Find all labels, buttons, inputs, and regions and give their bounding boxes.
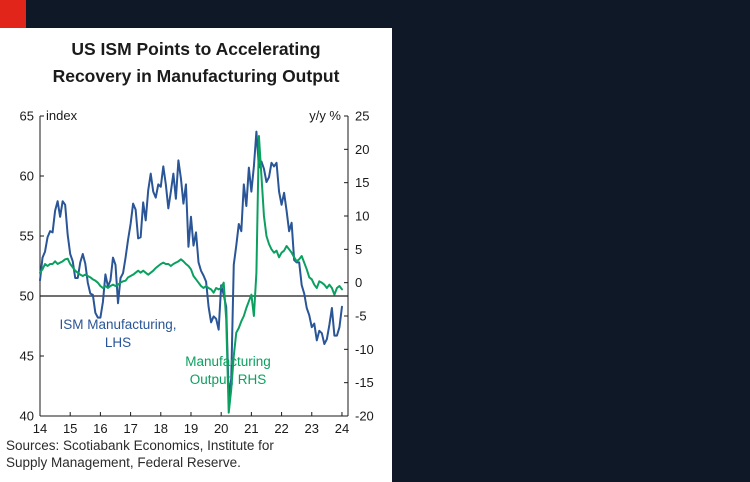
right-axis-tick-label: 15 [355, 175, 369, 190]
left-axis-tick-label: 65 [20, 109, 34, 124]
right-axis-tick-label: -5 [355, 309, 367, 324]
chart-axes: 40 45 50 55 60 65 -20 -15 -10 -5 0 5 10 15 20 25 14 15 16 1… [20, 108, 374, 436]
x-axis-tick-label: 15 [63, 421, 77, 436]
sources-note: Sources: Scotiabank Economics, Institute… [6, 437, 388, 472]
sources-line2: Supply Management, Federal Reserve. [6, 455, 241, 471]
right-axis-tick-label: 0 [355, 275, 362, 290]
x-axis-tick-label: 18 [154, 421, 168, 436]
x-axis-tick-label: 21 [244, 421, 258, 436]
chart-panel: US ISM Points to Accelerating Recovery i… [0, 28, 392, 482]
right-axis-tick-label: 20 [355, 142, 369, 157]
right-axis-tick-label: -10 [355, 342, 374, 357]
right-axis-unit-label: y/y % [309, 108, 341, 123]
x-axis-tick-label: 17 [123, 421, 137, 436]
right-axis-tick-label: -15 [355, 375, 374, 390]
brand-red-accent [0, 0, 26, 28]
left-axis-tick-label: 40 [20, 409, 34, 424]
top-bar [0, 0, 750, 28]
right-axis-tick-label: 25 [355, 109, 369, 124]
x-axis-tick-label: 19 [184, 421, 198, 436]
x-axis-tick-label: 24 [335, 421, 349, 436]
left-axis-tick-label: 55 [20, 229, 34, 244]
sources-line1: Sources: Scotiabank Economics, Institute… [6, 438, 274, 453]
chart-title-line1: US ISM Points to Accelerating [71, 39, 321, 59]
dual-axis-line-chart: 40 45 50 55 60 65 -20 -15 -10 -5 0 5 10 15 20 25 14 15 16 1… [20, 108, 374, 436]
right-dark-panel [392, 28, 750, 482]
series-line-ism-manufacturing [39, 130, 343, 399]
right-axis-tick-label: 5 [355, 242, 362, 257]
left-axis-tick-label: 45 [20, 349, 34, 364]
series-line-manufacturing-output [39, 135, 343, 414]
x-axis-tick-label: 23 [305, 421, 319, 436]
chart-title-line2: Recovery in Manufacturing Output [52, 66, 340, 87]
x-axis-tick-label: 22 [274, 421, 288, 436]
x-axis-tick-label: 20 [214, 421, 228, 436]
left-axis-unit-label: index [46, 108, 78, 123]
left-axis-tick-label: 60 [20, 169, 34, 184]
x-axis-tick-label: 16 [93, 421, 107, 436]
left-axis-tick-label: 50 [20, 289, 34, 304]
right-axis-tick-label: 10 [355, 209, 369, 224]
chart-title: US ISM Points to Accelerating Recovery i… [0, 36, 392, 90]
x-axis-tick-label: 14 [33, 421, 47, 436]
right-axis-tick-label: -20 [355, 409, 374, 424]
